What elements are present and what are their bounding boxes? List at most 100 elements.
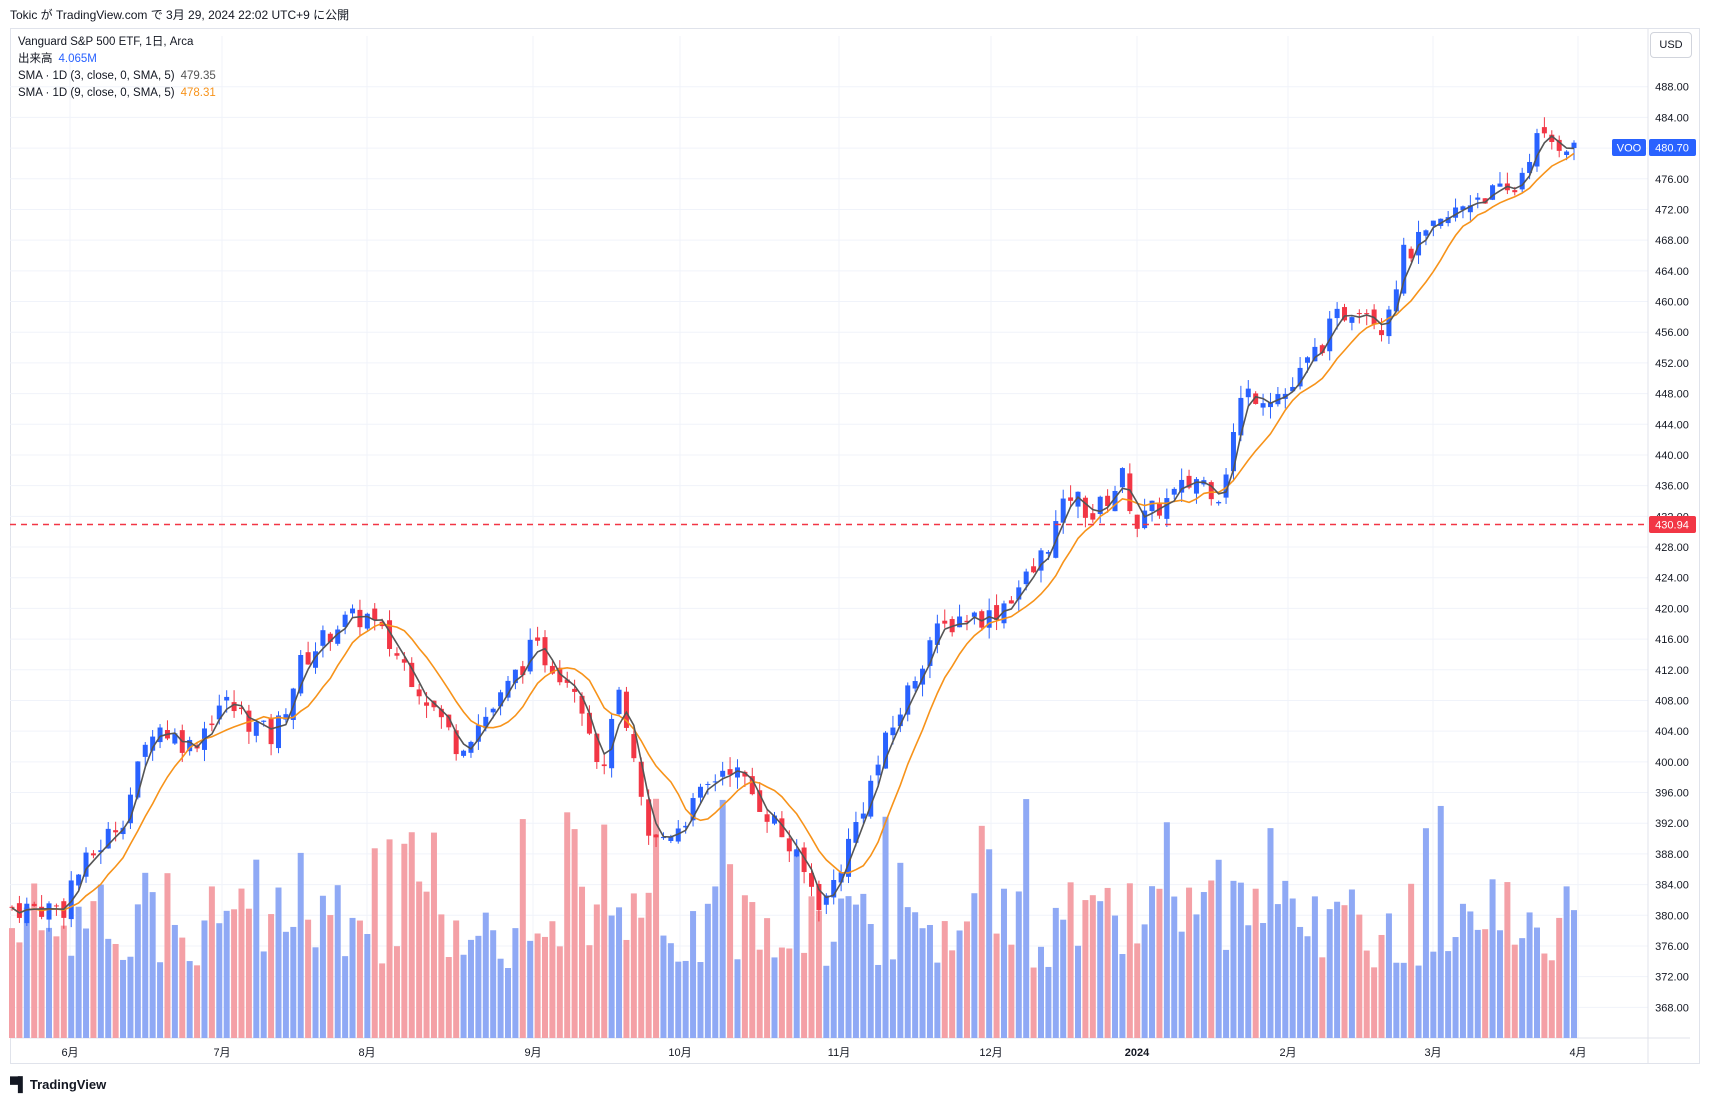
volume-bar [438, 914, 445, 1038]
volume-bar [1186, 887, 1193, 1038]
candle-body [120, 827, 126, 835]
volume-bar [1430, 951, 1437, 1038]
sma3-legend: SMA · 1D (3, close, 0, SMA, 5) 479.35 [18, 68, 216, 85]
volume-bar [986, 849, 993, 1038]
volume-bar [238, 888, 245, 1038]
volume-bar [1548, 960, 1555, 1038]
candle-body [1460, 206, 1466, 211]
candle-body [416, 689, 422, 697]
volume-bar [134, 904, 141, 1038]
volume-bar [830, 941, 837, 1038]
candle-body [342, 614, 348, 627]
volume-legend: 出来高 4.065M [18, 51, 216, 68]
volume-bar [919, 928, 926, 1038]
candle-body [216, 705, 222, 720]
volume-bar [1533, 927, 1540, 1038]
candle-body [705, 783, 711, 785]
volume-bar [793, 850, 800, 1038]
volume-bar [527, 940, 534, 1038]
tradingview-logo[interactable]: ▀▌ TradingView [10, 1076, 106, 1092]
candle-body [764, 814, 770, 822]
candle-body [897, 714, 903, 727]
volume-bar [1393, 962, 1400, 1038]
candle-body [890, 727, 896, 736]
chart-legend: Vanguard S&P 500 ETF, 1日, Arca 出来高 4.065M… [18, 34, 216, 102]
volume-bar [1400, 962, 1407, 1038]
x-tick-label: 4月 [1569, 1047, 1586, 1059]
volume-bar [867, 924, 874, 1038]
candle-body [757, 790, 763, 812]
candle-body [105, 828, 111, 849]
volume-bar [149, 892, 156, 1038]
y-tick-label: 436.00 [1655, 481, 1689, 493]
candle-body [1304, 357, 1310, 363]
volume-bar [231, 909, 238, 1038]
volume-bar [312, 947, 319, 1038]
volume-bar [386, 839, 393, 1038]
volume-bar [1422, 828, 1429, 1038]
candle-body [498, 692, 504, 707]
volume-bar [845, 896, 852, 1038]
candle-body [135, 761, 141, 798]
volume-bar [327, 915, 334, 1038]
candle-body [883, 732, 889, 769]
candle-body [53, 905, 59, 907]
candle-body [586, 712, 592, 734]
volume-bar [1371, 967, 1378, 1038]
volume-bar [268, 914, 275, 1038]
volume-bar [179, 937, 186, 1038]
volume-bar [342, 956, 349, 1038]
volume-bar [253, 859, 260, 1038]
candle-body [831, 880, 837, 898]
candle-body [1549, 134, 1555, 142]
y-tick-label: 396.00 [1655, 788, 1689, 800]
volume-bar [1237, 882, 1244, 1038]
volume-bar [1334, 901, 1341, 1038]
volume-bar [1496, 930, 1503, 1038]
volume-bar [579, 886, 586, 1038]
candle-body [1527, 161, 1533, 173]
volume-bar [771, 957, 778, 1038]
chart-frame[interactable] [10, 28, 1700, 1064]
currency-button[interactable]: USD [1650, 32, 1692, 58]
y-tick-label: 448.00 [1655, 389, 1689, 401]
volume-bar [1193, 914, 1200, 1038]
last-price-tag [1649, 139, 1696, 156]
volume-bar [1126, 883, 1133, 1038]
sma-lines [11, 135, 1575, 914]
volume-bar [1208, 880, 1215, 1038]
volume-bar [142, 872, 149, 1038]
volume-bar [97, 884, 104, 1038]
volume-bar [31, 883, 38, 1038]
volume-bar [912, 912, 919, 1038]
candle-body [305, 652, 311, 665]
volume-bar [1141, 924, 1148, 1038]
sma3-line [11, 135, 1575, 914]
price-axis: 368.00 372.00 376.00 380.00 384.00 388.00 392.… [1655, 82, 1689, 1015]
volume-bar [1097, 901, 1104, 1038]
candle-body [1260, 403, 1266, 408]
candle-body [675, 828, 681, 842]
candle-body [816, 883, 822, 911]
volume-bar [53, 936, 60, 1038]
volume-bar [83, 928, 90, 1038]
volume-bar [941, 921, 948, 1038]
voo-symbol-tag [1612, 139, 1646, 156]
y-tick-label: 452.00 [1655, 358, 1689, 370]
volume-bar [749, 902, 756, 1038]
volume-bar [1104, 887, 1111, 1038]
volume-bar [1000, 888, 1007, 1038]
candle-body [1068, 497, 1074, 501]
volume-bar [194, 965, 201, 1038]
volume-bar [1304, 936, 1311, 1038]
candle-body [98, 850, 104, 853]
candle-body [875, 764, 881, 776]
volume-bar [1178, 931, 1185, 1038]
volume-bar [660, 935, 667, 1038]
candle-body [964, 620, 970, 623]
y-tick-label: 468.00 [1655, 235, 1689, 247]
y-tick-label: 380.00 [1655, 910, 1689, 922]
candle-body [971, 612, 977, 617]
volume-bar [60, 925, 67, 1038]
